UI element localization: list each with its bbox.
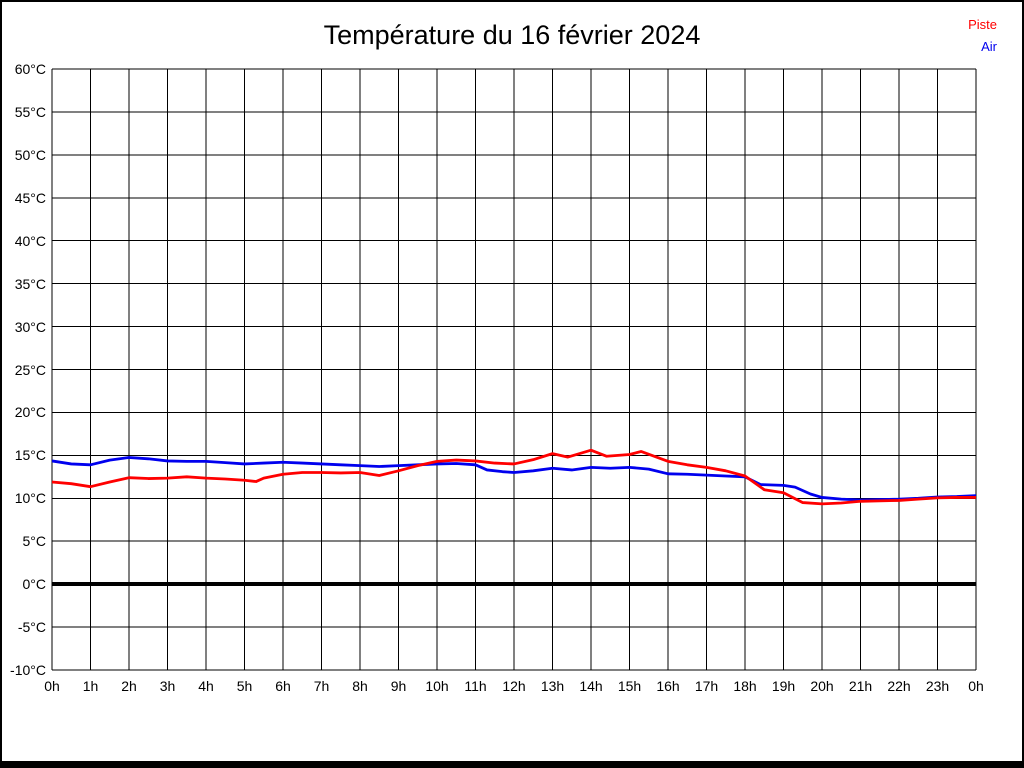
x-tick-label: 20h (810, 678, 834, 694)
x-tick-label: 3h (159, 678, 176, 694)
x-tick-label: 15h (617, 678, 642, 694)
x-tick-label: 10h (425, 678, 449, 694)
x-tick-label: 2h (121, 678, 137, 694)
x-tick-label: 21h (848, 678, 873, 694)
y-tick-label: 0°C (22, 576, 47, 593)
y-tick-label: 45°C (14, 189, 46, 206)
y-tick-label: -10°C (10, 662, 46, 678)
x-tick-label: 0h (44, 678, 60, 694)
x-tick-label: 1h (82, 678, 99, 694)
air-temperature-line (51, 456, 977, 502)
y-tick-label: 60°C (14, 61, 46, 77)
y-tick-label: 35°C (14, 275, 46, 292)
chart-title: Température du 16 février 2024 (323, 20, 701, 50)
y-tick-label: 5°C (22, 533, 47, 550)
y-tick-label: 20°C (14, 404, 46, 421)
x-tick-label: 8h (352, 678, 368, 694)
x-tick-label: 6h (275, 678, 291, 694)
y-tick-label: 50°C (14, 146, 46, 163)
x-tick-label: 7h (313, 678, 330, 694)
x-tick-label: 12h (502, 678, 526, 694)
y-tick-label: -5°C (17, 619, 46, 636)
x-tick-label: 13h (540, 678, 565, 694)
chart-legend: Piste Air (968, 14, 997, 58)
legend-air-label: Air (981, 39, 997, 54)
x-tick-label: 18h (733, 678, 757, 694)
x-tick-label: 4h (198, 678, 214, 694)
plot-area (51, 68, 977, 671)
y-tick-label: 10°C (14, 490, 46, 507)
y-tick-label: 30°C (14, 318, 46, 335)
y-tick-label: 55°C (14, 103, 46, 120)
x-tick-label: 9h (390, 678, 407, 694)
x-tick-label: 14h (579, 678, 603, 694)
legend-piste-label: Piste (968, 17, 997, 32)
y-tick-label: 15°C (14, 447, 46, 464)
x-tick-label: 0h (968, 678, 984, 694)
x-tick-label: 5h (236, 678, 253, 694)
y-tick-label: 40°C (14, 232, 46, 249)
x-tick-label: 22h (887, 678, 911, 694)
y-tick-label: 25°C (14, 361, 46, 378)
x-tick-label: 23h (925, 678, 950, 694)
x-tick-label: 11h (464, 678, 487, 694)
piste-temperature-line (51, 448, 976, 506)
x-tick-label: 16h (656, 678, 680, 694)
x-tick-label: 19h (771, 678, 796, 694)
x-tick-label: 17h (694, 678, 719, 694)
